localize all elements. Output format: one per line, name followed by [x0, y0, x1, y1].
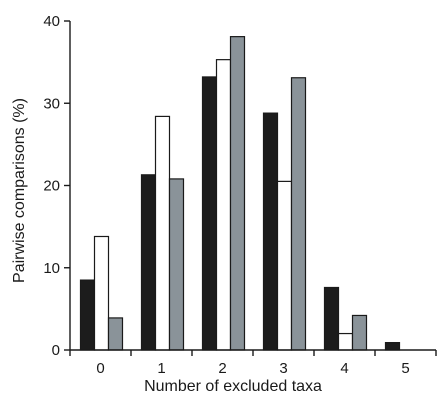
- y-tick-label: 20: [43, 178, 60, 195]
- bar-series-1-cat-4: [323, 286, 340, 351]
- bar-series-2-cat-2: [215, 59, 232, 351]
- bar-series-3-cat-4: [351, 314, 368, 351]
- x-axis-title: Number of excluded taxa: [144, 378, 322, 395]
- bar-series-3-cat-3: [290, 77, 307, 351]
- bars: [79, 36, 401, 351]
- y-axis-title: Pairwise comparisons (%): [11, 98, 28, 283]
- y-tick-label: 10: [43, 260, 60, 277]
- x-tick-label: 2: [218, 360, 226, 377]
- bar-series-3-cat-2: [229, 36, 246, 351]
- x-tick-label: 5: [401, 360, 409, 377]
- x-tick-label: 4: [340, 360, 348, 377]
- x-axis-ticks: 0 1 2 3 4 5: [69, 350, 437, 377]
- bar-series-3-cat-0: [107, 317, 124, 351]
- bar-series-1-cat-1: [140, 174, 157, 351]
- y-tick-label: 30: [43, 95, 60, 112]
- bar-series-2-cat-4: [337, 332, 354, 351]
- bar-series-2-cat-1: [154, 115, 171, 351]
- x-tick-label: 0: [96, 360, 104, 377]
- bar-series-1-cat-0: [79, 279, 96, 351]
- x-tick-label: 3: [279, 360, 287, 377]
- x-tick-label: 1: [157, 360, 165, 377]
- bar-series-1-cat-5: [384, 341, 401, 351]
- bar-series-3-cat-1: [168, 178, 185, 351]
- bar-series-1-cat-3: [262, 112, 279, 351]
- bar-series-1-cat-2: [201, 76, 218, 351]
- y-tick-label: 0: [52, 342, 60, 359]
- bar-series-2-cat-0: [93, 235, 110, 351]
- y-tick-label: 40: [43, 13, 60, 30]
- bar-series-2-cat-3: [276, 180, 293, 351]
- y-axis-ticks: 0 10 20 30 40: [43, 13, 70, 359]
